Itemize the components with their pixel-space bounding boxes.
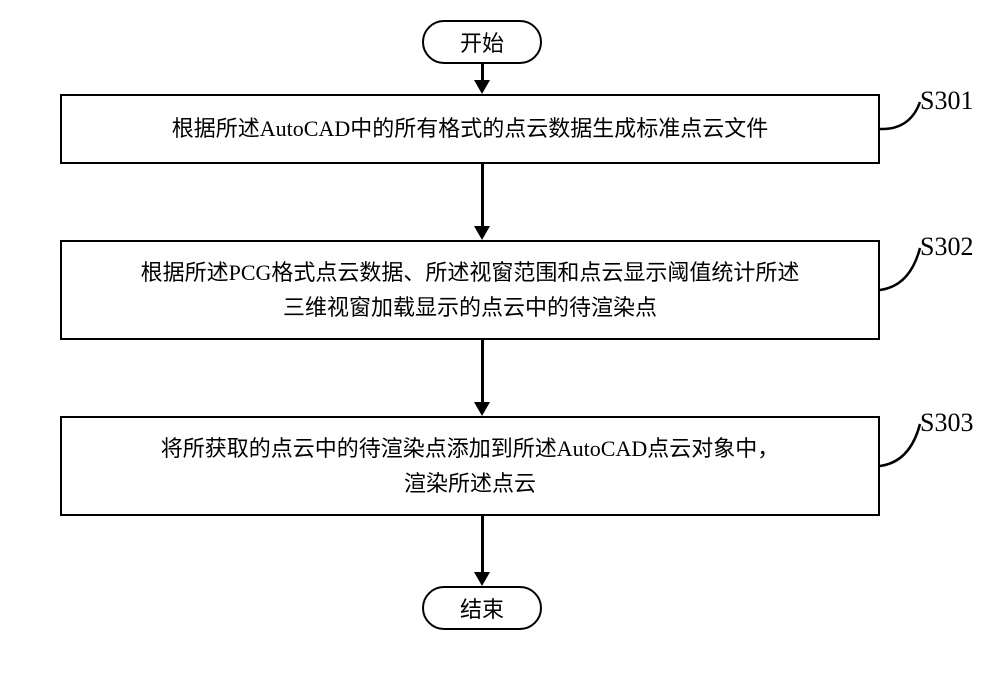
process-s303-text: 将所获取的点云中的待渲染点添加到所述AutoCAD点云对象中， 渲染所述点云 [161, 431, 779, 501]
edge-s302-s303 [481, 340, 484, 404]
process-s302-text: 根据所述PCG格式点云数据、所述视窗范围和点云显示阈值统计所述 三维视窗加载显示… [141, 255, 800, 325]
edge-s302-s303-head [474, 402, 490, 416]
start-terminator: 开始 [422, 20, 542, 64]
flowchart-container: 开始 根据所述AutoCAD中的所有格式的点云数据生成标准点云文件 根据所述PC… [60, 20, 940, 640]
process-s301: 根据所述AutoCAD中的所有格式的点云数据生成标准点云文件 [60, 94, 880, 164]
end-terminator: 结束 [422, 586, 542, 630]
edge-s301-s302 [481, 164, 484, 228]
process-s301-text: 根据所述AutoCAD中的所有格式的点云数据生成标准点云文件 [172, 111, 768, 146]
edge-s301-s302-head [474, 226, 490, 240]
edge-start-s301-head [474, 80, 490, 94]
label-s303: S303 [920, 408, 973, 438]
end-label: 结束 [460, 592, 504, 624]
label-s302: S302 [920, 232, 973, 262]
label-s301: S301 [920, 86, 973, 116]
edge-s303-end [481, 516, 484, 574]
edge-s303-end-head [474, 572, 490, 586]
start-label: 开始 [460, 26, 504, 58]
process-s303: 将所获取的点云中的待渲染点添加到所述AutoCAD点云对象中， 渲染所述点云 [60, 416, 880, 516]
process-s302: 根据所述PCG格式点云数据、所述视窗范围和点云显示阈值统计所述 三维视窗加载显示… [60, 240, 880, 340]
